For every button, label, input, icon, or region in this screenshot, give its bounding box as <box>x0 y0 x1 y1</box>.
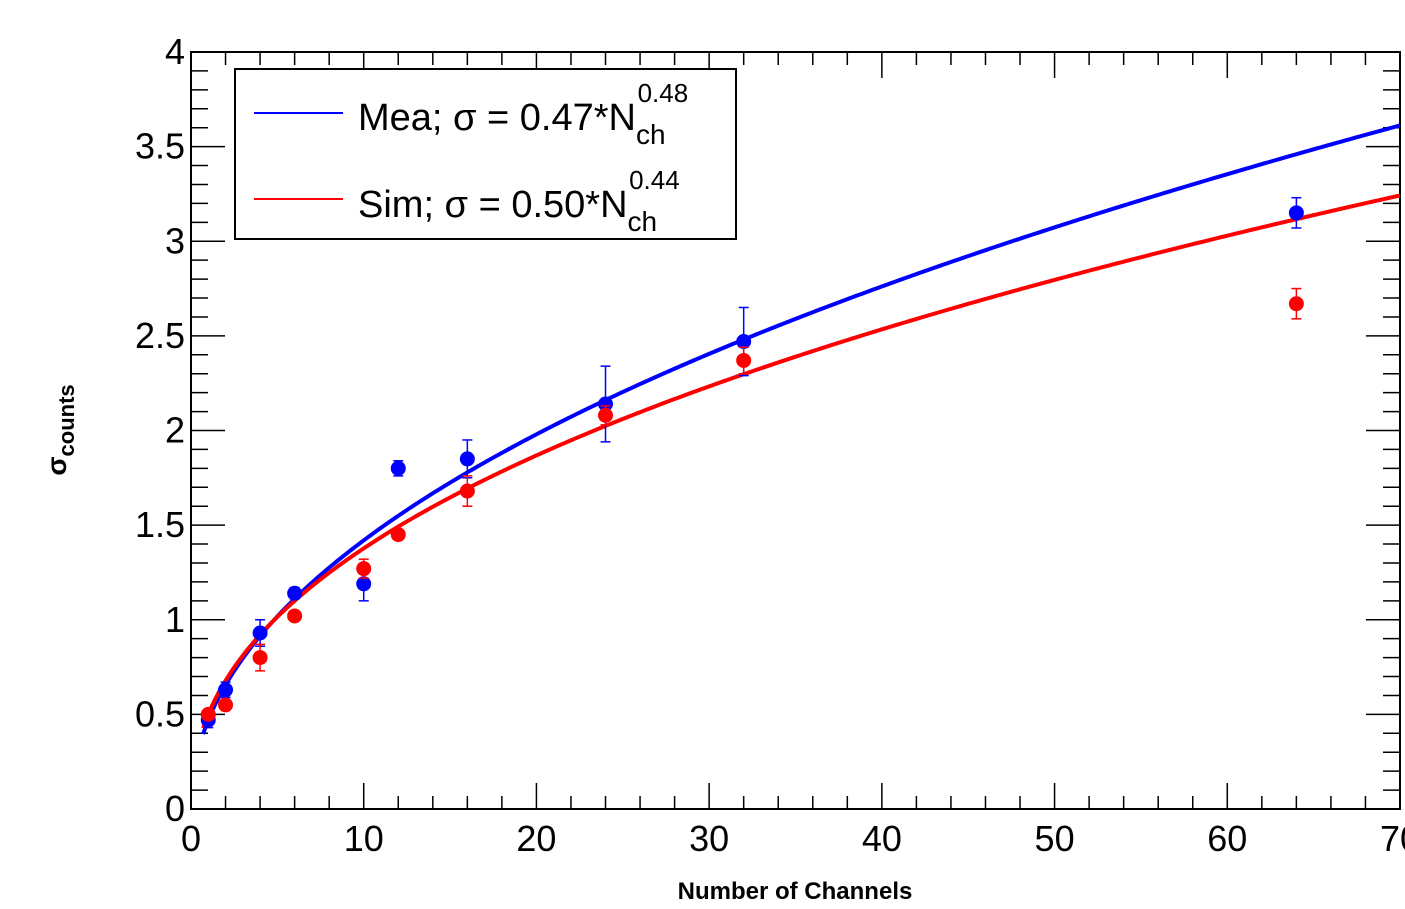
data-point-sim <box>736 352 752 368</box>
tick-labels: 0 10 20 30 40 50 60 70 0 0.5 1 1.5 2 2.5 3 3.5 4 <box>135 31 1405 859</box>
data-point-sim <box>390 527 406 543</box>
data-point-mea <box>390 460 406 476</box>
fit-curve-sim <box>201 193 1400 729</box>
data-point-sim <box>200 706 216 722</box>
x-tick-label: 10 <box>344 818 384 859</box>
x-tick-label: 60 <box>1207 818 1247 859</box>
x-tick-label: 70 <box>1380 818 1405 859</box>
y-tick-label: 3 <box>165 220 185 261</box>
legend-label-mea: Mea; σ = 0.47*Nch 0.48 <box>358 78 688 150</box>
legend-box <box>234 68 737 240</box>
y-tick-label: 0 <box>165 788 185 829</box>
y-tick-label: 0.5 <box>135 693 185 734</box>
data-point-sim <box>1288 296 1304 312</box>
data-point-sim <box>252 650 268 666</box>
axis-ticks <box>190 51 1401 810</box>
legend-label-sim: Sim; σ = 0.50*Nch 0.44 <box>358 165 680 237</box>
y-axis-title-main: σ <box>41 456 72 475</box>
fit-curves <box>201 123 1400 735</box>
x-tick-label: 20 <box>516 818 556 859</box>
data-points <box>200 196 1304 729</box>
legend-label-mea-main: Mea; σ = 0.47*N <box>358 97 636 139</box>
data-point-mea <box>356 576 372 592</box>
data-point-mea <box>1288 205 1304 221</box>
data-point-mea <box>252 625 268 641</box>
x-axis-title: Number of Channels <box>678 878 913 905</box>
y-tick-label: 4 <box>165 31 185 72</box>
data-point-sim <box>459 483 475 499</box>
data-point-mea <box>736 334 752 350</box>
x-tick-label: 0 <box>181 818 201 859</box>
data-point-sim <box>598 407 614 423</box>
data-point-mea <box>459 451 475 467</box>
legend: Mea; σ = 0.47*Nch0.48 Sim; σ = 0.50*Nch0… <box>234 68 737 240</box>
data-point-sim <box>356 561 372 577</box>
fit-curve-mea <box>201 123 1400 735</box>
data-point-sim <box>287 608 303 624</box>
data-point-sim <box>218 697 234 713</box>
data-point-mea <box>218 682 234 698</box>
x-tick-label: 50 <box>1035 818 1075 859</box>
y-tick-label: 1 <box>165 599 185 640</box>
y-tick-label: 2.5 <box>135 315 185 356</box>
y-tick-label: 2 <box>165 410 185 451</box>
y-tick-label: 1.5 <box>135 504 185 545</box>
x-tick-label: 40 <box>862 818 902 859</box>
data-point-mea <box>287 585 303 601</box>
y-axis-title-sub: counts <box>54 384 79 456</box>
legend-label-sim-sup: 0.44 <box>629 165 680 195</box>
y-axis-title: σcounts <box>41 384 79 475</box>
data-point-mea <box>598 396 614 412</box>
legend-label-sim-main: Sim; σ = 0.50*N <box>358 184 628 226</box>
y-tick-label: 3.5 <box>135 126 185 167</box>
legend-label-sim-sub: ch <box>628 206 658 237</box>
x-tick-label: 30 <box>689 818 729 859</box>
legend-label-mea-sub: ch <box>636 119 666 150</box>
legend-label-mea-sup: 0.48 <box>638 78 689 108</box>
